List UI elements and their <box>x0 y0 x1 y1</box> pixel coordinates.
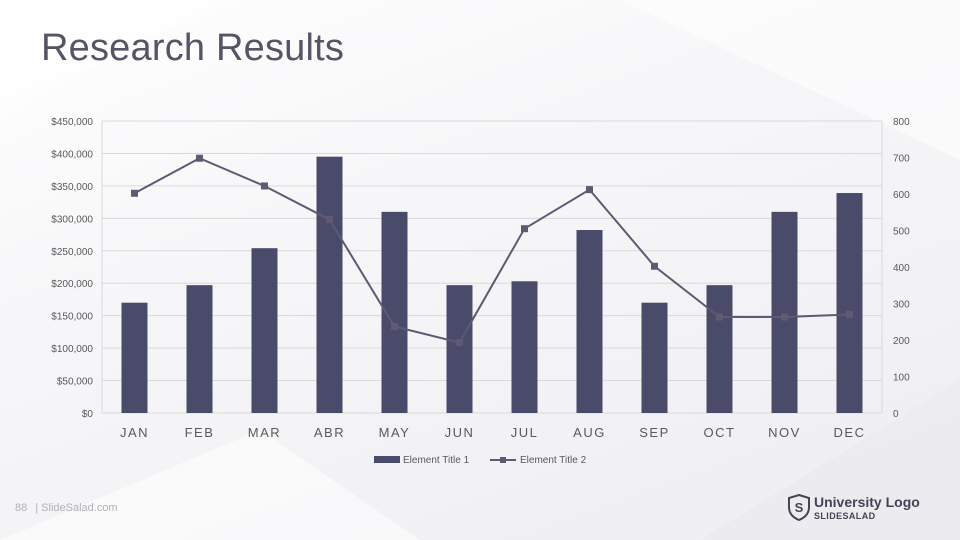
y-left-tick-label: $400,000 <box>51 149 93 160</box>
line-marker <box>196 154 203 162</box>
legend-label: Element Title 1 <box>403 455 470 466</box>
x-tick-label: NOV <box>768 425 801 440</box>
line-marker <box>781 313 788 321</box>
x-tick-label: MAY <box>379 425 411 440</box>
y-right-tick-label: 200 <box>893 336 910 347</box>
legend-swatch-marker <box>500 457 506 463</box>
line-marker <box>326 216 333 224</box>
y-left-tick-label: $200,000 <box>51 279 93 290</box>
logo-letter: S <box>795 500 804 515</box>
axis-labels: $0 $50,000 $100,000 $150,000 $200,000 $250,00… <box>51 117 910 440</box>
bar <box>771 211 798 413</box>
legend-swatch-bar <box>374 456 400 463</box>
bar <box>446 285 473 413</box>
y-right-tick-label: 700 <box>893 154 910 165</box>
x-tick-label: ABR <box>314 425 345 440</box>
y-right-tick-label: 300 <box>893 300 910 311</box>
bar <box>121 302 148 413</box>
combo-chart: $0 $50,000 $100,000 $150,000 $200,000 $250,00… <box>51 117 910 466</box>
bar <box>186 285 213 413</box>
x-tick-label: SEP <box>639 425 670 440</box>
bar <box>251 248 278 413</box>
x-tick-label: JUN <box>445 425 475 440</box>
y-right-tick-label: 100 <box>893 373 910 384</box>
series-line <box>134 157 850 344</box>
line-series <box>131 154 853 347</box>
bar <box>641 302 668 413</box>
x-tick-label: JUL <box>511 425 539 440</box>
y-right-tick-label: 500 <box>893 227 910 238</box>
bar-series <box>121 156 863 413</box>
x-tick-label: DEC <box>834 425 866 440</box>
bar <box>836 193 863 413</box>
bar <box>706 285 733 413</box>
y-left-tick-label: $100,000 <box>51 344 93 355</box>
y-right-tick-label: 800 <box>893 117 910 128</box>
logo-title: University Logo <box>814 493 920 510</box>
page-title: Research Results <box>41 27 345 69</box>
shield-icon: S <box>788 494 810 521</box>
line-marker <box>456 339 463 347</box>
y-right-tick-label: 600 <box>893 190 910 201</box>
x-tick-label: MAR <box>248 425 281 440</box>
y-left-tick-label: $250,000 <box>51 247 93 258</box>
y-left-tick-label: $300,000 <box>51 214 93 225</box>
bar <box>511 281 538 413</box>
x-tick-label: FEB <box>185 425 215 440</box>
footer-site: | SlideSalad.com <box>35 502 118 514</box>
line-marker <box>521 225 528 233</box>
y-left-tick-label: $50,000 <box>57 377 94 388</box>
logo-subtitle: SLIDESALAD <box>814 510 876 521</box>
x-tick-label: OCT <box>704 425 736 440</box>
y-right-tick-label: 0 <box>893 409 899 420</box>
page-number: 88 <box>15 502 28 514</box>
footer: 88 | SlideSalad.com <box>15 502 122 514</box>
line-marker <box>131 189 138 197</box>
y-right-tick-label: 400 <box>893 263 910 274</box>
line-marker <box>391 322 398 330</box>
university-logo: S University Logo SLIDESALAD <box>788 494 920 521</box>
line-marker <box>261 182 268 190</box>
y-left-tick-label: $150,000 <box>51 312 93 323</box>
bar <box>576 230 603 413</box>
x-tick-label: JAN <box>120 425 149 440</box>
line-marker <box>846 310 853 318</box>
line-marker <box>716 313 723 321</box>
grid-lines <box>101 120 883 414</box>
bar <box>316 156 343 413</box>
y-left-tick-label: $450,000 <box>51 117 93 128</box>
y-left-tick-label: $350,000 <box>51 182 93 193</box>
legend: Element Title 1 Element Title 2 <box>374 455 587 466</box>
line-marker <box>586 186 593 194</box>
line-marker <box>651 262 658 270</box>
x-tick-label: AUG <box>573 425 606 440</box>
y-left-tick-label: $0 <box>82 409 94 420</box>
legend-label: Element Title 2 <box>520 455 587 466</box>
